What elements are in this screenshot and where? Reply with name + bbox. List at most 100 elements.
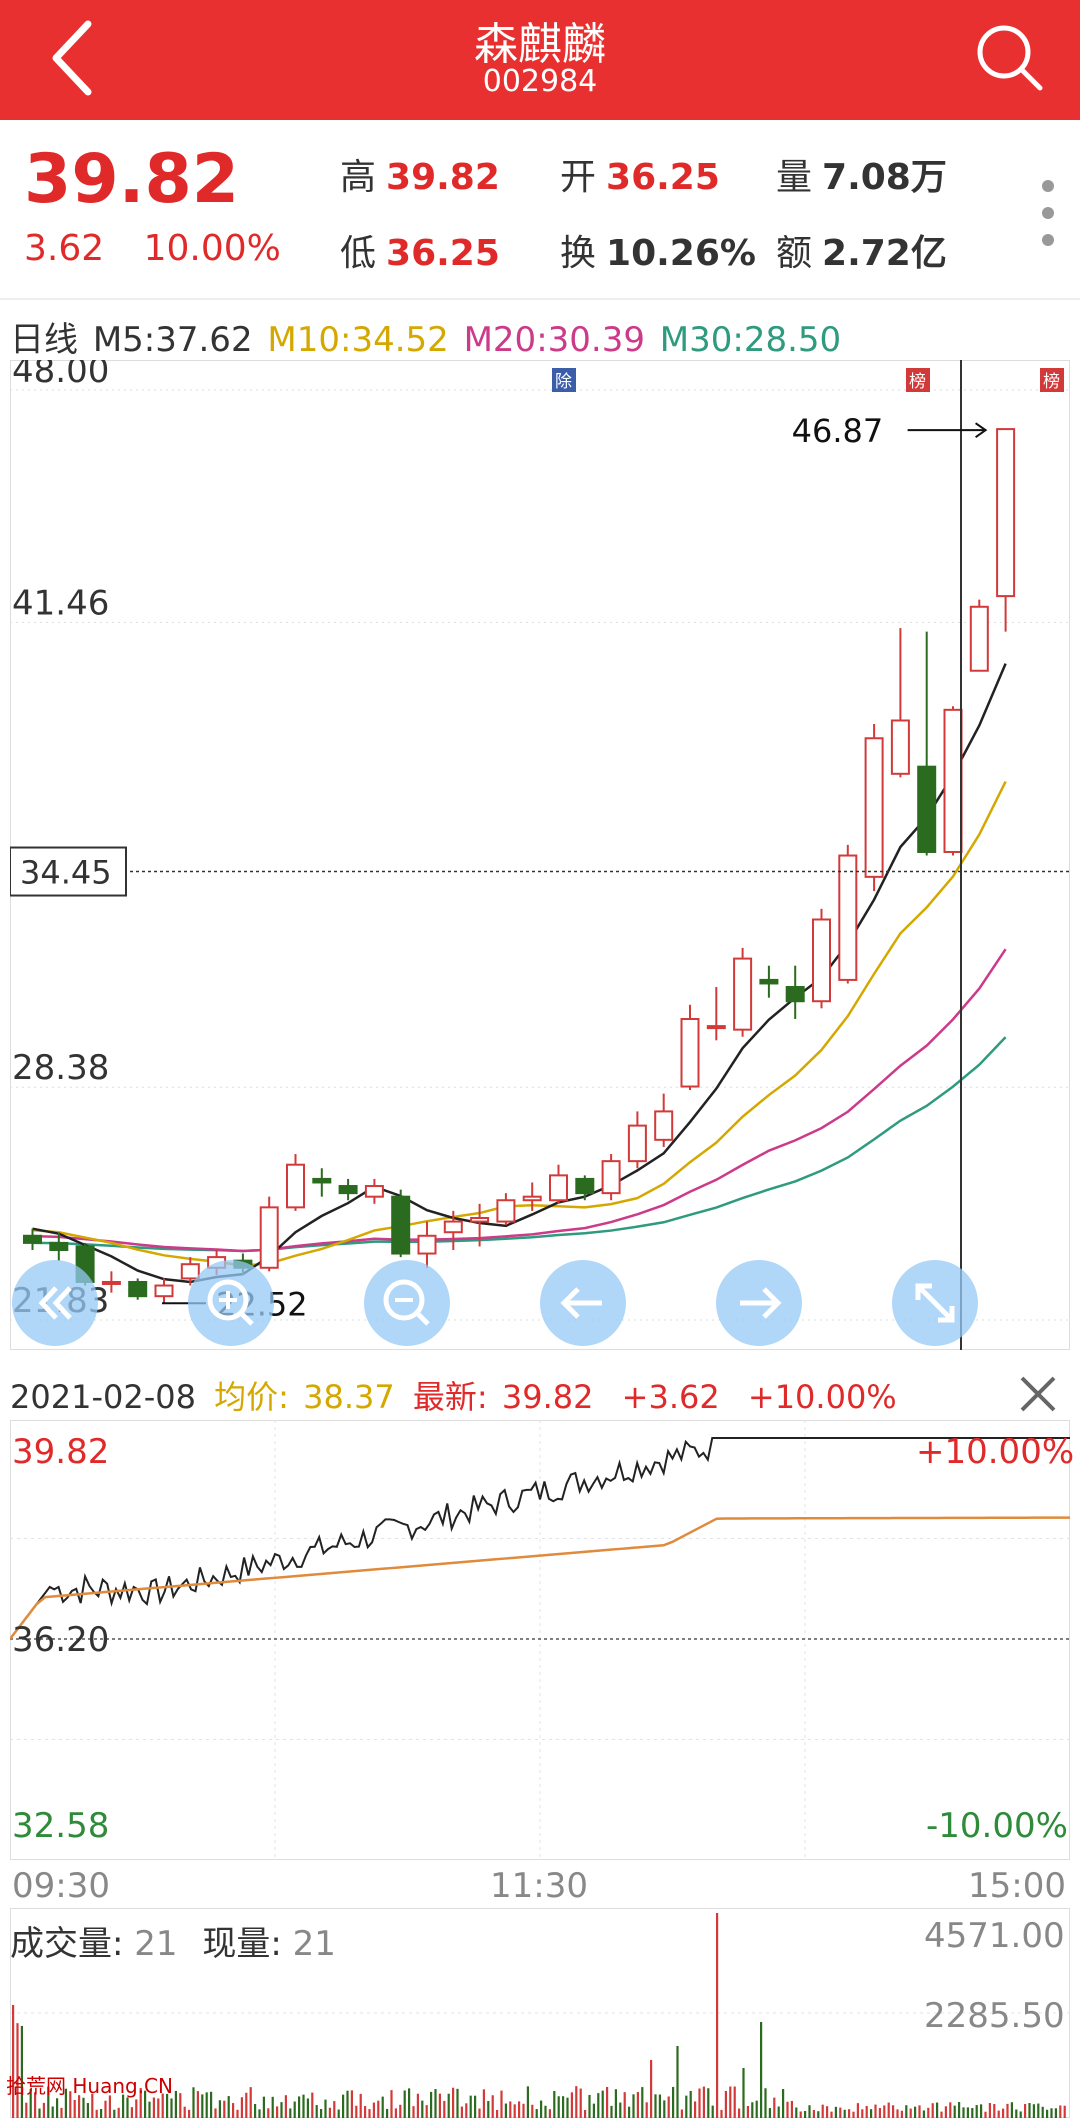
volume-bar [900,2110,903,2118]
period-label[interactable]: 日线 [10,320,78,360]
cursor-price-label: 34.45 [20,854,112,892]
volume-bar [768,2108,771,2118]
volume-bar [597,2093,600,2118]
ma-line [32,948,1007,1253]
volume-bar [650,2060,653,2118]
more-icon[interactable] [1040,178,1056,248]
volume-bar [403,2090,406,2118]
volume-bar [232,2103,235,2118]
candle-body [364,1185,384,1198]
volume-bar [86,2103,89,2118]
volume-bar [887,2102,890,2118]
rewind-icon[interactable] [12,1260,98,1346]
volume-bar [711,2105,714,2118]
volume-bar [210,2091,213,2118]
volume-bar [936,2102,939,2118]
volume-bar [566,2097,569,2118]
search-icon[interactable] [970,18,1050,98]
volume-bar [526,2086,529,2118]
volume-bar [777,2106,780,2118]
volume-bar [276,2106,279,2118]
close-icon[interactable] [1016,1372,1060,1416]
volume-bar [804,2110,807,2118]
volume-bar [64,2088,67,2118]
volume-bar [623,2092,626,2118]
volume-bar [755,2100,758,2118]
volume-bar [641,2087,644,2118]
arrow-left-icon[interactable] [540,1260,626,1346]
stock-name: 森麒麟 [474,19,606,70]
candle-body [680,1018,700,1088]
volume-bar [157,2098,160,2118]
candle-body [312,1177,332,1184]
volume-bar [302,2094,305,2118]
volume-bar [214,2108,217,2118]
volume-max: 4571.00 [924,1916,1065,1956]
arrow-right-icon[interactable] [716,1260,802,1346]
volume-bar [940,2111,943,2118]
volume-bar [764,2088,767,2118]
volume-bar [425,2105,428,2118]
volume-bar [416,2093,419,2118]
volume-bar [328,2107,331,2118]
volume-bar [843,2109,846,2118]
volume-bar [34,2092,37,2118]
low-value: 36.25 [386,233,500,274]
volume-bar [592,2103,595,2118]
now-volume-value: 21 [292,1924,336,1964]
volume-bar [56,2098,59,2118]
volume-bar [584,2109,587,2118]
volume-bar [91,2093,94,2118]
volume-bar [535,2109,538,2118]
volume-bar [1046,2109,1049,2118]
fullscreen-icon[interactable] [892,1260,978,1346]
timeshare-chart[interactable] [10,1420,1070,1860]
volume-bar [47,2086,50,2118]
volume-bar [117,2107,120,2118]
volume-bar [522,2103,525,2118]
volume-bar [729,2086,732,2118]
volume-bar [337,2109,340,2118]
volume-bar [553,2091,556,2118]
app-header: 森麒麟 002984 [0,0,1080,120]
candle-body [338,1185,358,1195]
volume-bar [751,2102,754,2118]
volume-bar [575,2086,578,2118]
volume-bar [848,2109,851,2118]
volume-bar [342,2094,345,2118]
ma5-value: M5:37.62 [92,320,253,360]
volume-bar [544,2105,547,2118]
max-arrow-head [975,422,988,438]
volume-bar [196,2091,199,2118]
trade-date: 2021-02-08 [10,1378,196,1416]
volume-bar [359,2093,362,2118]
volume-info: 成交量: 21 现量: 21 [10,1916,336,1965]
volume-bar [500,2090,503,2118]
change-percent: 10.00% [143,228,281,269]
now-volume-label: 现量: [202,1924,282,1964]
volume-bar [262,2096,265,2118]
volume-bar [760,2022,763,2118]
avg-value: 38.37 [303,1378,395,1416]
volume-bar [223,2100,226,2118]
volume-bar [856,2103,859,2118]
back-icon[interactable] [44,18,104,98]
zoom-in-icon[interactable] [188,1260,274,1346]
volume-bar [570,2092,573,2118]
candle-body [259,1206,279,1269]
candle-body [522,1195,542,1202]
volume-bar [205,2092,208,2118]
volume-bar [421,2100,424,2118]
volume-bar [504,2103,507,2118]
candlestick-chart[interactable]: 48.0041.4628.3821.8334.4546.8722.52除榜榜 [10,360,1070,1350]
ts-top-price: 39.82 [12,1432,110,1472]
turnover-value: 10.26% [606,233,756,274]
zoom-out-icon[interactable] [364,1260,450,1346]
open-label: 开 [560,157,597,198]
volume-bar [1010,2102,1013,2118]
high-label: 高 [340,157,377,198]
volume-bar [29,2089,32,2118]
ts-average-line [10,1516,1070,1640]
volume-bar [509,2101,512,2118]
volume-bar [746,2106,749,2118]
